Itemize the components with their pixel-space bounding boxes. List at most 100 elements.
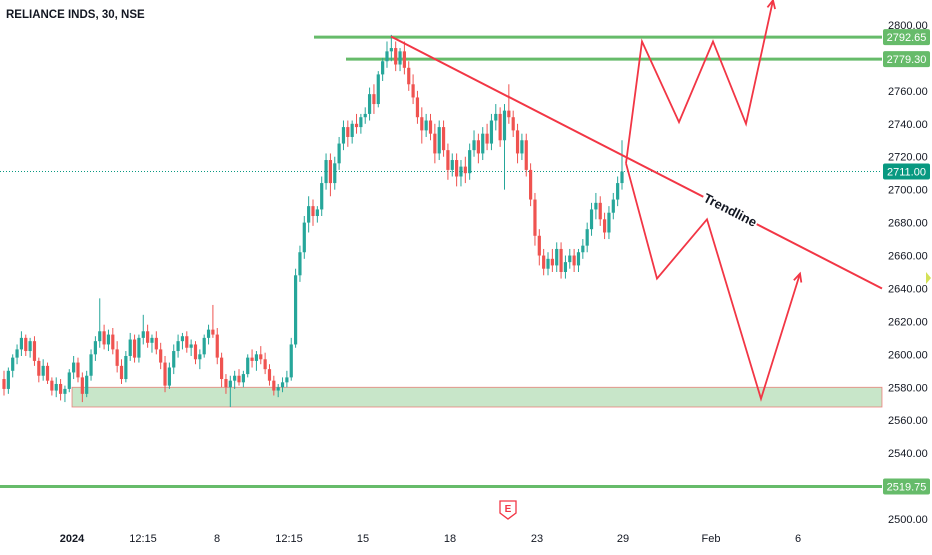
candle-body [455, 160, 459, 177]
candle-body [572, 255, 576, 266]
candle-body [180, 336, 185, 342]
candle-body [420, 117, 424, 131]
candle-body [206, 329, 211, 338]
candle-body [228, 380, 232, 388]
candle-body [337, 143, 341, 164]
candle-body [524, 140, 528, 170]
candle-body [529, 169, 533, 200]
candle-body [468, 150, 472, 174]
candle-body [550, 258, 554, 266]
candle-body [424, 120, 428, 131]
candle-body [576, 252, 581, 266]
candle-body [211, 329, 215, 335]
candle-body [50, 380, 54, 391]
candle-body [385, 51, 389, 62]
candle-body [428, 120, 433, 134]
candle-body [185, 336, 189, 348]
projection-arrowhead [766, 0, 776, 10]
candle-body [585, 229, 589, 246]
candle-body [241, 374, 245, 383]
candle-body [433, 133, 437, 154]
candle-body [233, 375, 237, 381]
candle-body [394, 48, 398, 65]
candle-body [154, 337, 158, 350]
price-label-text: 2711.00 [887, 167, 926, 179]
candle-body [124, 355, 128, 380]
candle-body [76, 362, 80, 378]
candle-body [363, 113, 367, 118]
candle-body [372, 94, 376, 105]
candle-body [202, 337, 206, 355]
symbol-title: RELIANCE INDS, 30, NSE [6, 9, 145, 21]
candle-body [132, 339, 137, 358]
projection-path-bearish[interactable] [625, 163, 801, 402]
y-axis-tick-label: 2600.00 [888, 349, 928, 361]
candle-body [415, 97, 420, 118]
candle-body [594, 202, 598, 210]
candle-body [276, 387, 280, 391]
candle-body [346, 127, 350, 137]
candle-body [328, 160, 333, 184]
candle-body [411, 84, 415, 98]
candle-body [159, 349, 163, 363]
candle-body [176, 341, 180, 352]
candle-body [354, 123, 359, 128]
candle-body [367, 94, 372, 114]
candle-body [507, 110, 511, 118]
candle-body [542, 255, 546, 269]
y-axis-tick-label: 2760.00 [888, 86, 928, 98]
candle-body [189, 344, 193, 348]
candle-body [502, 110, 507, 141]
candle-body [119, 365, 124, 380]
candle-body [589, 209, 594, 230]
candle-body [611, 199, 615, 213]
candle-body [224, 379, 228, 388]
trendline[interactable] [390, 35, 883, 290]
y-axis-tick-label: 2500.00 [888, 514, 928, 526]
price-label-box [883, 51, 930, 68]
y-axis-tick-label: 2680.00 [888, 218, 928, 230]
candle-body [267, 369, 272, 381]
y-axis-tick-label: 2620.00 [888, 316, 928, 328]
x-axis-tick-label: 12:15 [275, 533, 303, 545]
candle-body [616, 183, 620, 200]
candle-body [598, 202, 602, 220]
candle-body [537, 235, 541, 256]
candle-body [350, 123, 354, 137]
candle-body [115, 349, 119, 366]
candle-body [602, 219, 607, 233]
candle-body [89, 354, 93, 376]
candle-body [459, 166, 463, 177]
y-axis-tick-label: 2560.00 [888, 415, 928, 427]
candle-body [45, 365, 50, 381]
support-zone[interactable] [71, 386, 883, 408]
candle-body [272, 380, 276, 391]
candle-body [302, 222, 306, 253]
candle-body [581, 245, 585, 253]
candle-body [111, 334, 115, 350]
earnings-event-label: E [505, 504, 512, 515]
candle-body [533, 199, 537, 236]
candle-body [381, 61, 385, 75]
candle-body [407, 67, 411, 85]
candle-body [106, 334, 111, 345]
x-axis-tick-label: 15 [357, 533, 369, 545]
candle-body [568, 255, 572, 263]
candle-body [450, 160, 454, 170]
candle-body [280, 382, 285, 388]
candle-body [463, 166, 467, 174]
projection-path-bullish[interactable] [625, 0, 774, 164]
price-label-box [883, 29, 930, 46]
candle-body [376, 74, 380, 105]
candle-body [263, 359, 267, 370]
candle-body [146, 331, 150, 343]
earnings-event-icon[interactable] [499, 500, 517, 520]
trendline-label-gap [701, 194, 759, 227]
candle-body [289, 344, 293, 378]
candle-body [54, 383, 58, 391]
axis-scroll-arrow-icon[interactable] [926, 272, 931, 284]
y-axis-tick-label: 2700.00 [888, 185, 928, 197]
candle-body [41, 365, 45, 376]
